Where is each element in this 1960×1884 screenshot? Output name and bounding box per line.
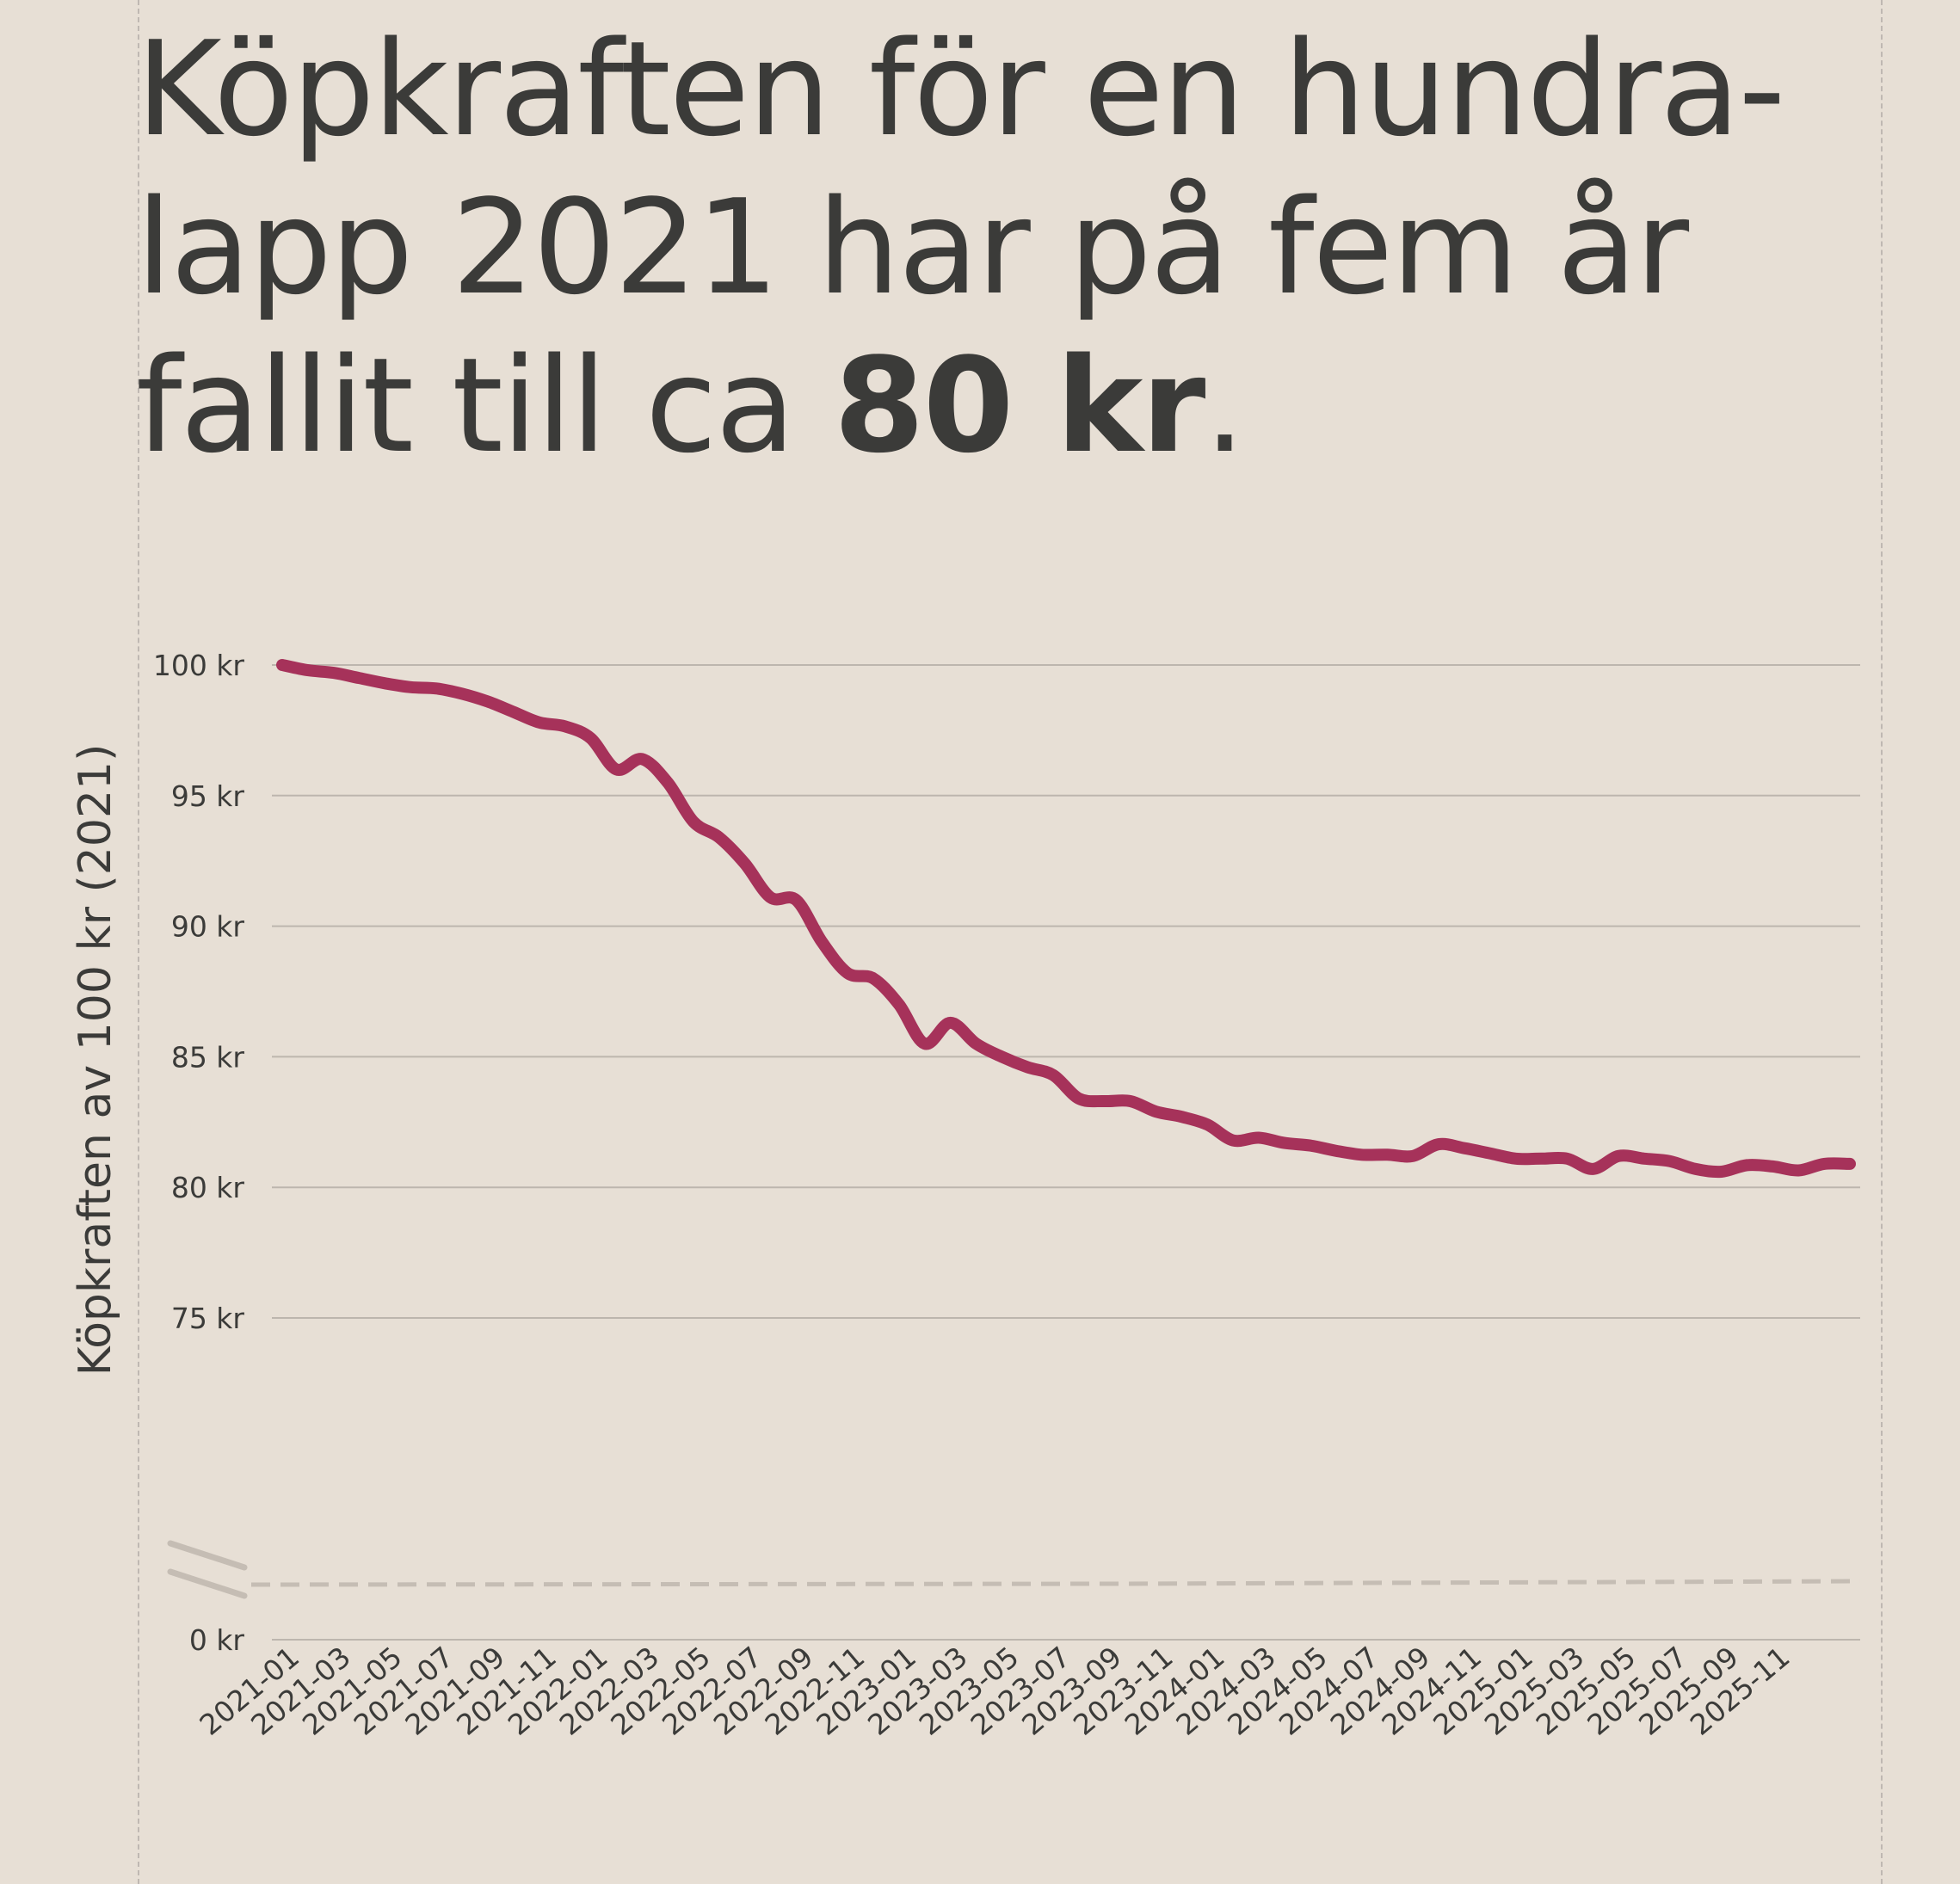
y-axis-label: Köpkraften av 100 kr (2021) <box>70 744 121 1376</box>
axis-break-slash-2 <box>167 1568 248 1599</box>
title-line-3-suffix: . <box>1204 329 1245 482</box>
x-axis-ticks: 2021-012021-032021-052021-072021-092021-… <box>193 1640 1796 1742</box>
y-tick-label: 100 kr <box>153 649 245 682</box>
axis-break-slash-1 <box>167 1540 248 1571</box>
title-line-1: Köpkraften för en hundra- <box>136 13 1785 165</box>
series-line <box>276 659 1856 1179</box>
series-group <box>276 659 1856 1179</box>
axis-break <box>167 1540 1861 1599</box>
gridlines <box>272 664 1860 1641</box>
y-tick-label: 85 kr <box>171 1040 245 1074</box>
axis-break-dashed-line <box>250 1579 1861 1587</box>
y-tick-label: 75 kr <box>171 1302 245 1335</box>
y-tick-label: 95 kr <box>171 779 245 813</box>
y-tick-label: 0 kr <box>189 1623 245 1657</box>
chart-title: Köpkraften för en hundra- lapp 2021 har … <box>136 10 1874 485</box>
title-line-3-prefix: fallit till ca <box>136 329 834 482</box>
right-guide-line <box>1881 0 1883 1884</box>
title-line-2: lapp 2021 har på fem år <box>136 171 1689 323</box>
y-tick-label: 90 kr <box>171 910 245 944</box>
left-guide-line <box>138 0 139 1884</box>
y-tick-label: 80 kr <box>171 1171 245 1204</box>
title-highlight-value: 80 kr <box>833 329 1205 482</box>
y-axis-ticks: 100 kr 95 kr 90 kr 85 kr 80 kr 75 kr 0 kr <box>153 649 245 1657</box>
